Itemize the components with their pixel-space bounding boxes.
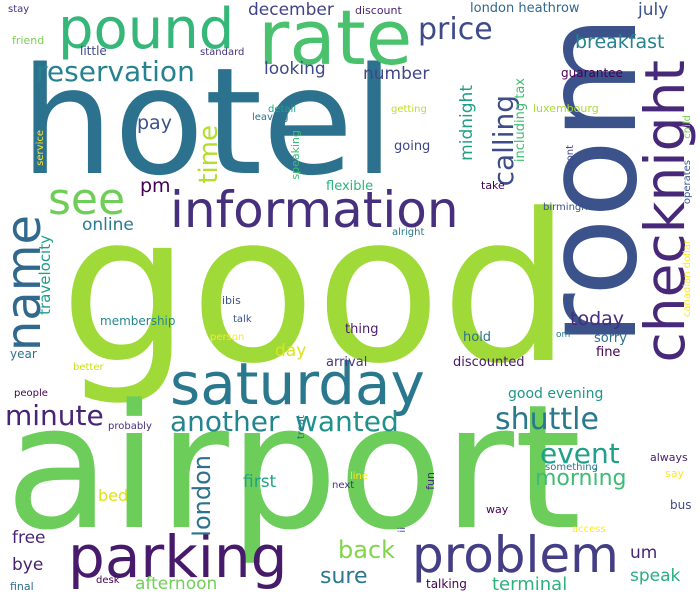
- word-information: information: [170, 181, 459, 239]
- word-line: line: [350, 471, 369, 482]
- word-shuttle: shuttle: [495, 402, 599, 437]
- word-london: london: [188, 455, 216, 537]
- word-today: today: [570, 308, 625, 330]
- word-discounted: discounted: [453, 355, 525, 370]
- word-membership: membership: [100, 314, 176, 328]
- word-ii: ii: [397, 527, 408, 533]
- word-fine: fine: [596, 345, 621, 360]
- word-birmingham: birmingham: [543, 202, 604, 213]
- word-canadian-dollar: canadian dollar: [682, 240, 693, 318]
- word-online: online: [82, 215, 134, 235]
- word-service: service: [35, 130, 46, 166]
- word-airport: airport: [5, 367, 582, 568]
- word-back: back: [338, 536, 396, 564]
- word-probably: probably: [108, 421, 152, 432]
- word-wanted: wanted: [295, 405, 399, 438]
- word-um: um: [630, 543, 658, 563]
- word-looking: looking: [264, 59, 326, 79]
- word-desk: desk: [96, 575, 120, 586]
- word-luxembourg: luxembourg: [533, 102, 599, 115]
- word-parking: parking: [68, 523, 288, 591]
- word-event: event: [540, 437, 620, 470]
- word-say: say: [665, 467, 684, 480]
- word-friend: friend: [12, 34, 45, 47]
- word-next: next: [332, 480, 355, 491]
- word-hotel: hotel: [20, 36, 395, 208]
- word-take: take: [481, 179, 505, 192]
- word-way: way: [486, 503, 509, 516]
- word-minute: minute: [5, 399, 104, 432]
- word-leaving: leaving: [252, 112, 289, 123]
- word-alright: alright: [392, 227, 425, 238]
- word-people: people: [14, 388, 48, 399]
- word-person: person: [210, 332, 245, 343]
- word-hold: hold: [463, 330, 492, 345]
- word-om: om: [556, 330, 571, 340]
- word-day: day: [275, 341, 307, 361]
- word-standard: standard: [200, 47, 245, 58]
- word-pm: pm: [140, 175, 171, 197]
- word-december: december: [248, 0, 334, 20]
- word-july: july: [638, 0, 669, 20]
- word-good: good: [60, 171, 572, 409]
- word-discount: discount: [355, 4, 402, 17]
- word-pay: pay: [137, 112, 172, 134]
- word-speaking: speaking: [289, 130, 302, 180]
- word-london-heathrow: london heathrow: [470, 1, 580, 16]
- word-saturday: saturday: [170, 350, 425, 418]
- word-terminal: terminal: [492, 574, 568, 595]
- word-stay: stay: [8, 4, 30, 15]
- word-getting: getting: [391, 104, 427, 115]
- word-checknight: checknight: [633, 60, 697, 363]
- word-morning: morning: [535, 466, 627, 491]
- word-bed: bed: [98, 486, 129, 505]
- word-access: access: [572, 524, 606, 535]
- word-another: another: [170, 405, 280, 438]
- word-treat: treat: [296, 415, 307, 440]
- word-good-evening: good evening: [508, 386, 604, 402]
- word-flexible: flexible: [326, 179, 374, 194]
- word-fun: fun: [424, 472, 437, 490]
- word-sorry: sorry: [594, 331, 627, 346]
- word-talking: talking: [426, 577, 467, 591]
- word-something: something: [545, 462, 598, 473]
- word-going: going: [394, 139, 431, 154]
- word-travelocity: travelocity: [36, 235, 54, 315]
- word-year: year: [10, 347, 37, 361]
- word-free: free: [12, 528, 46, 548]
- word-first: first: [243, 472, 277, 492]
- word-guarantee: guarantee: [561, 66, 623, 80]
- word-always: always: [650, 451, 688, 464]
- word-afternoon: afternoon: [135, 574, 218, 594]
- word-ibis: ibis: [222, 294, 241, 307]
- word-midnight: midnight: [457, 85, 477, 161]
- word-sure: sure: [320, 564, 368, 589]
- word-pound: pound: [58, 0, 235, 62]
- word-time: time: [194, 125, 224, 184]
- word-thing: thing: [345, 322, 379, 337]
- word-arrival: arrival: [326, 355, 368, 370]
- word-little: little: [80, 44, 107, 58]
- word-bye: bye: [12, 555, 44, 575]
- word-see: see: [48, 174, 126, 225]
- word-price: price: [418, 12, 493, 47]
- word-problem: problem: [412, 526, 619, 584]
- word-rate: rate: [258, 0, 413, 82]
- word-talk: talk: [233, 314, 252, 325]
- word-operates: operates: [682, 160, 693, 205]
- word-detail: detail: [268, 104, 297, 115]
- word-child: child: [682, 115, 693, 139]
- word-including-tax: including tax: [513, 78, 528, 163]
- word-front: front: [565, 145, 576, 169]
- word-number: number: [363, 64, 430, 84]
- word-speak: speak: [630, 566, 681, 586]
- word-better: better: [73, 362, 104, 373]
- word-bus: bus: [670, 498, 692, 512]
- word-final: final: [10, 580, 34, 593]
- word-reservation: reservation: [36, 55, 195, 88]
- word-breakfast: breakfast: [575, 31, 665, 53]
